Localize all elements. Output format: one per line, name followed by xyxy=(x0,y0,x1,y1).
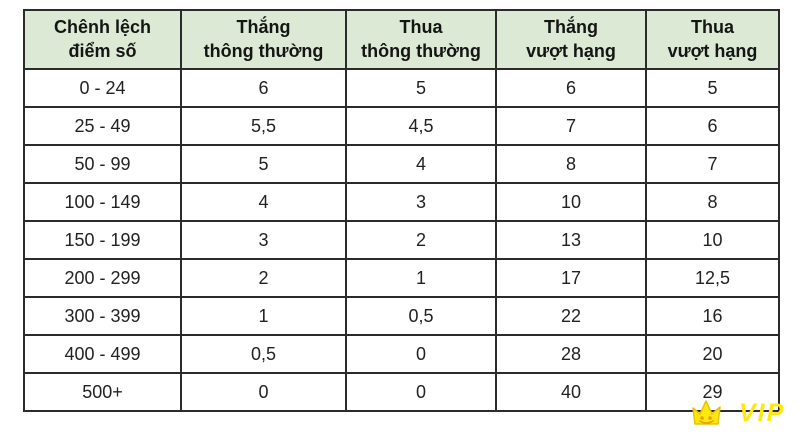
table-row: 50 - 99 5 4 8 7 xyxy=(23,144,780,184)
table-cell: 12,5 xyxy=(645,258,780,298)
table-cell: 17 xyxy=(495,258,647,298)
table-cell: 0,5 xyxy=(180,334,347,374)
table-cell: 7 xyxy=(495,106,647,146)
table-row: 500+ 0 0 40 29 xyxy=(23,372,780,412)
table-cell: 6 xyxy=(495,68,647,108)
table-cell: 7 xyxy=(645,144,780,184)
table-row: 0 - 24 6 5 6 5 xyxy=(23,68,780,108)
table-cell: 5,5 xyxy=(180,106,347,146)
table-cell: 8 xyxy=(495,144,647,184)
table-row: 25 - 49 5,5 4,5 7 6 xyxy=(23,106,780,146)
table-cell: 6 xyxy=(645,106,780,146)
row-label: 100 - 149 xyxy=(23,182,182,222)
table-cell: 29 xyxy=(645,372,780,412)
table-cell: 4 xyxy=(345,144,497,184)
table-cell: 10 xyxy=(645,220,780,260)
table-cell: 0,5 xyxy=(345,296,497,336)
row-label: 150 - 199 xyxy=(23,220,182,260)
table-cell: 4 xyxy=(180,182,347,222)
table-row: 200 - 299 2 1 17 12,5 xyxy=(23,258,780,298)
header-row: Chênh lệch điểm số Thắng thông thường Th… xyxy=(23,9,780,70)
table-row: 150 - 199 3 2 13 10 xyxy=(23,220,780,260)
table-cell: 0 xyxy=(180,372,347,412)
row-label: 400 - 499 xyxy=(23,334,182,374)
row-label: 300 - 399 xyxy=(23,296,182,336)
table-cell: 5 xyxy=(345,68,497,108)
table-cell: 0 xyxy=(345,372,497,412)
row-label: 500+ xyxy=(23,372,182,412)
column-header-normal-win: Thắng thông thường xyxy=(180,9,347,70)
row-label: 50 - 99 xyxy=(23,144,182,184)
table-cell: 5 xyxy=(645,68,780,108)
column-header-upset-loss: Thua vượt hạng xyxy=(645,9,780,70)
column-header-upset-win: Thắng vượt hạng xyxy=(495,9,647,70)
table-cell: 20 xyxy=(645,334,780,374)
table-cell: 10 xyxy=(495,182,647,222)
row-label: 0 - 24 xyxy=(23,68,182,108)
table-cell: 5 xyxy=(180,144,347,184)
table-cell: 3 xyxy=(180,220,347,260)
row-label: 25 - 49 xyxy=(23,106,182,146)
column-header-score-difference: Chênh lệch điểm số xyxy=(23,9,182,70)
table-cell: 40 xyxy=(495,372,647,412)
table-cell: 0 xyxy=(345,334,497,374)
table-cell: 1 xyxy=(345,258,497,298)
table-row: 400 - 499 0,5 0 28 20 xyxy=(23,334,780,374)
table-cell: 2 xyxy=(180,258,347,298)
row-label: 200 - 299 xyxy=(23,258,182,298)
table-cell: 3 xyxy=(345,182,497,222)
table-row: 100 - 149 4 3 10 8 xyxy=(23,182,780,222)
table-cell: 16 xyxy=(645,296,780,336)
elo-points-table: Chênh lệch điểm số Thắng thông thường Th… xyxy=(23,9,780,412)
table-row: 300 - 399 1 0,5 22 16 xyxy=(23,296,780,336)
table-cell: 4,5 xyxy=(345,106,497,146)
column-header-normal-loss: Thua thông thường xyxy=(345,9,497,70)
table-cell: 8 xyxy=(645,182,780,222)
table-cell: 28 xyxy=(495,334,647,374)
table-cell: 22 xyxy=(495,296,647,336)
table-cell: 1 xyxy=(180,296,347,336)
table-cell: 13 xyxy=(495,220,647,260)
table-cell: 2 xyxy=(345,220,497,260)
table-cell: 6 xyxy=(180,68,347,108)
